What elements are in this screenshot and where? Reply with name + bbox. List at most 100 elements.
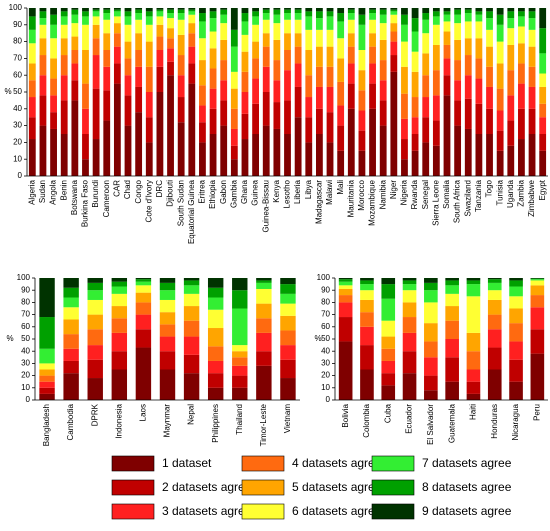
bar-segment xyxy=(87,299,103,315)
x-tick-label: Cameroon xyxy=(102,180,111,217)
bar-segment xyxy=(220,14,228,24)
bar-segment xyxy=(284,100,291,134)
bar-segment xyxy=(60,100,68,134)
bar-segment xyxy=(220,39,228,61)
bar-segment xyxy=(252,78,260,104)
bar-segment xyxy=(326,86,334,113)
x-tick-label: Swaziland xyxy=(463,180,472,216)
x-tick-label: Sudan xyxy=(38,180,47,203)
bar-segment xyxy=(358,70,366,91)
bar-segment xyxy=(167,13,174,19)
bar-segment xyxy=(466,351,481,370)
bar-segment xyxy=(475,14,483,22)
bar-segment xyxy=(539,117,547,134)
bar-segment xyxy=(159,282,176,291)
bar-segment xyxy=(326,16,334,30)
bar-segment xyxy=(111,332,128,352)
bar-segment xyxy=(167,75,174,176)
bar-segment xyxy=(167,38,174,49)
bar-segment xyxy=(50,14,57,25)
bar-segment xyxy=(402,278,417,281)
bar-segment xyxy=(443,75,451,96)
bar-segment xyxy=(230,8,238,30)
bar-segment xyxy=(507,120,515,146)
bar-segment xyxy=(347,9,355,14)
x-tick-label: Guinea xyxy=(251,179,260,205)
bar-segment xyxy=(369,13,376,20)
bar-segment xyxy=(401,41,408,67)
y-axis-label: % xyxy=(314,334,321,343)
bar-segment xyxy=(315,86,323,109)
bar-segment xyxy=(422,13,430,20)
bar-segment xyxy=(337,150,345,176)
bar-segment xyxy=(63,297,79,308)
bar-segment xyxy=(507,11,515,19)
bar-segment xyxy=(273,80,281,103)
bar-segment xyxy=(159,278,176,283)
bar-segment xyxy=(256,282,272,289)
bar-segment xyxy=(411,134,419,151)
bar-segment xyxy=(305,8,313,12)
bar-segment xyxy=(183,336,200,355)
bar-segment xyxy=(443,21,451,32)
x-tick-label: Botswana xyxy=(70,179,79,215)
bar-segment xyxy=(445,278,459,281)
bar-segment xyxy=(518,83,525,109)
x-tick-label: Philippines xyxy=(211,404,220,443)
y-tick-label: 80 xyxy=(13,37,22,46)
bar-segment xyxy=(183,320,200,337)
bar-segment xyxy=(358,110,366,131)
y-tick-label: 100 xyxy=(9,3,23,12)
bar-segment xyxy=(207,309,224,329)
bar-segment xyxy=(338,281,353,286)
bar-segment xyxy=(487,278,502,280)
bar-segment xyxy=(487,282,502,291)
x-tick-label: Tunisia xyxy=(495,179,504,205)
bar-segment xyxy=(496,110,504,131)
bar-segment xyxy=(156,50,164,67)
y-tick-label: 60 xyxy=(13,70,22,79)
bar-segment xyxy=(379,14,387,24)
bar-segment xyxy=(486,86,493,109)
bar-segment xyxy=(124,58,132,76)
x-tick-label: Zimbabwe xyxy=(527,179,536,216)
bar-segment xyxy=(183,278,200,281)
bar-segment xyxy=(103,9,111,14)
bar-segment xyxy=(71,23,79,37)
bar-segment xyxy=(60,75,68,101)
y-tick-label: 40 xyxy=(321,346,330,355)
bar-segment xyxy=(50,24,57,39)
bar-segment xyxy=(256,351,272,366)
bar-segment xyxy=(487,314,502,330)
bar-segment xyxy=(183,285,200,294)
bar-segment xyxy=(220,9,228,15)
bar-segment xyxy=(145,92,153,118)
bar-segment xyxy=(401,139,408,160)
bar-segment xyxy=(280,330,296,346)
bar-segment xyxy=(103,66,111,91)
bar-segment xyxy=(443,95,451,176)
bar-segment xyxy=(338,341,353,400)
bar-segment xyxy=(284,9,291,14)
y-tick-label: 50 xyxy=(21,334,30,343)
legend-label: 9 datasets agree xyxy=(422,504,512,518)
bar-segment xyxy=(358,90,366,111)
bar-segment xyxy=(273,102,281,129)
x-tick-label: Guinea-Bissau xyxy=(261,180,270,232)
bar-segment xyxy=(159,336,176,352)
bar-segment xyxy=(232,290,248,309)
bar-segment xyxy=(337,38,345,59)
bar-segment xyxy=(315,134,323,176)
x-tick-label: Benin xyxy=(59,180,68,200)
y-tick-label: 0 xyxy=(26,395,31,404)
bar-segment xyxy=(241,21,249,35)
bar-segment xyxy=(518,63,525,84)
bar-segment xyxy=(315,18,323,30)
legend-label: 1 dataset xyxy=(162,456,212,470)
bar-segment xyxy=(530,279,545,281)
bar-segment xyxy=(454,125,462,176)
bar-segment xyxy=(509,341,523,360)
bar-segment xyxy=(509,308,523,324)
bar-segment xyxy=(411,8,419,19)
